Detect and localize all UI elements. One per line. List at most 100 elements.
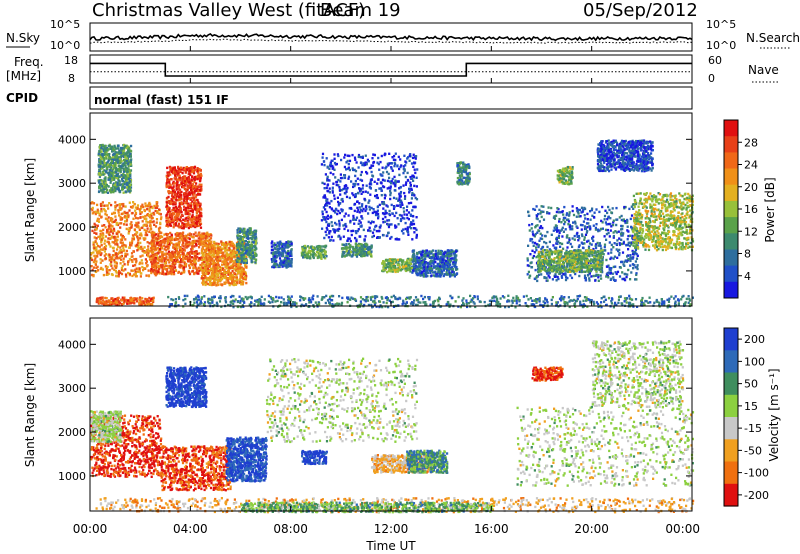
heatmap-cell (302, 256, 304, 258)
heatmap-cell (364, 164, 366, 166)
heatmap-cell (370, 222, 372, 224)
heatmap-cell (374, 211, 376, 213)
heatmap-cell (191, 256, 193, 258)
heatmap-cell (121, 251, 123, 253)
heatmap-cell (193, 177, 195, 179)
heatmap-cell (226, 244, 228, 246)
heatmap-cell (401, 204, 403, 206)
heatmap-cell (128, 246, 130, 248)
heatmap-cell (144, 237, 146, 239)
heatmap-cell (126, 178, 128, 180)
heatmap-cell (197, 209, 199, 211)
heatmap-cell (332, 239, 334, 241)
heatmap-cell (97, 218, 99, 220)
heatmap-cell (113, 247, 115, 249)
heatmap-cell (409, 176, 411, 178)
heatmap-cell (128, 151, 130, 153)
heatmap-cell (197, 268, 199, 270)
heatmap-cell (142, 254, 144, 256)
heatmap-cell (350, 230, 352, 232)
heatmap-cell (114, 201, 116, 203)
heatmap-cell (242, 251, 244, 253)
heatmap-cell (187, 221, 189, 223)
heatmap-cell (148, 214, 150, 216)
heatmap-cell (332, 228, 334, 230)
heatmap-cell (328, 232, 330, 234)
heatmap-cell (239, 267, 241, 269)
heatmap-cell (133, 258, 135, 260)
heatmap-cell (349, 169, 351, 171)
heatmap-cell (344, 177, 346, 179)
heatmap-cell (119, 226, 121, 228)
heatmap-cell (194, 208, 196, 210)
heatmap-cell (177, 170, 179, 172)
heatmap-cell (312, 250, 314, 252)
heatmap-cell (339, 193, 341, 195)
heatmap-cell (377, 206, 379, 208)
heatmap-cell (372, 162, 374, 164)
heatmap-cell (128, 147, 130, 149)
heatmap-cell (411, 162, 413, 164)
heatmap-cell (359, 206, 361, 208)
heatmap-cell (319, 250, 321, 252)
heatmap-cell (147, 227, 149, 229)
heatmap-cell (109, 245, 111, 247)
heatmap-cell (354, 237, 356, 239)
heatmap-cell (125, 205, 127, 207)
heatmap-cell (237, 265, 239, 267)
heatmap-cell (272, 258, 274, 260)
heatmap-cell (374, 181, 376, 183)
heatmap-cell (116, 169, 118, 171)
heatmap-cell (197, 193, 199, 195)
heatmap-cell (248, 241, 250, 243)
heatmap-cell (357, 183, 359, 185)
heatmap-cell (404, 195, 406, 197)
heatmap-cell (129, 202, 131, 204)
heatmap-cell (340, 173, 342, 175)
heatmap-cell (375, 189, 377, 191)
heatmap-cell (167, 239, 169, 241)
heatmap-cell (199, 220, 201, 222)
heatmap-cell (358, 223, 360, 225)
heatmap-cell (393, 197, 395, 199)
heatmap-cell (132, 212, 134, 214)
heatmap-cell (320, 255, 322, 257)
heatmap-cell (387, 180, 389, 182)
heatmap-cell (110, 228, 112, 230)
heatmap-cell (100, 262, 102, 264)
heatmap-cell (104, 250, 106, 252)
heatmap-cell (170, 272, 172, 274)
heatmap-cell (197, 172, 199, 174)
heatmap-cell (168, 261, 170, 263)
heatmap-cell (175, 246, 177, 248)
heatmap-cell (141, 262, 143, 264)
freq-tick-right-top: 60 (708, 54, 722, 67)
heatmap-cell (145, 230, 147, 232)
heatmap-cell (176, 183, 178, 185)
heatmap-cell (147, 254, 149, 256)
heatmap-cell (271, 249, 273, 251)
heatmap-cell (252, 252, 254, 254)
heatmap-cell (287, 240, 289, 242)
heatmap-cell (123, 164, 125, 166)
heatmap-cell (139, 242, 141, 244)
heatmap-cell (369, 183, 371, 185)
heatmap-cell (381, 194, 383, 196)
heatmap-cell (210, 234, 212, 236)
heatmap-cell (126, 184, 128, 186)
heatmap-cell (387, 164, 389, 166)
heatmap-cell (155, 225, 157, 227)
heatmap-cell (126, 228, 128, 230)
heatmap-cell (121, 213, 123, 215)
heatmap-cell (181, 211, 183, 213)
heatmap-cell (373, 208, 375, 210)
heatmap-cell (234, 280, 236, 282)
heatmap-cell (169, 238, 171, 240)
heatmap-cell (145, 258, 147, 260)
heatmap-cell (365, 243, 367, 245)
heatmap-cell (394, 163, 396, 165)
heatmap-cell (107, 207, 109, 209)
heatmap-cell (228, 269, 230, 271)
heatmap-cell (193, 202, 195, 204)
heatmap-cell (365, 206, 367, 208)
